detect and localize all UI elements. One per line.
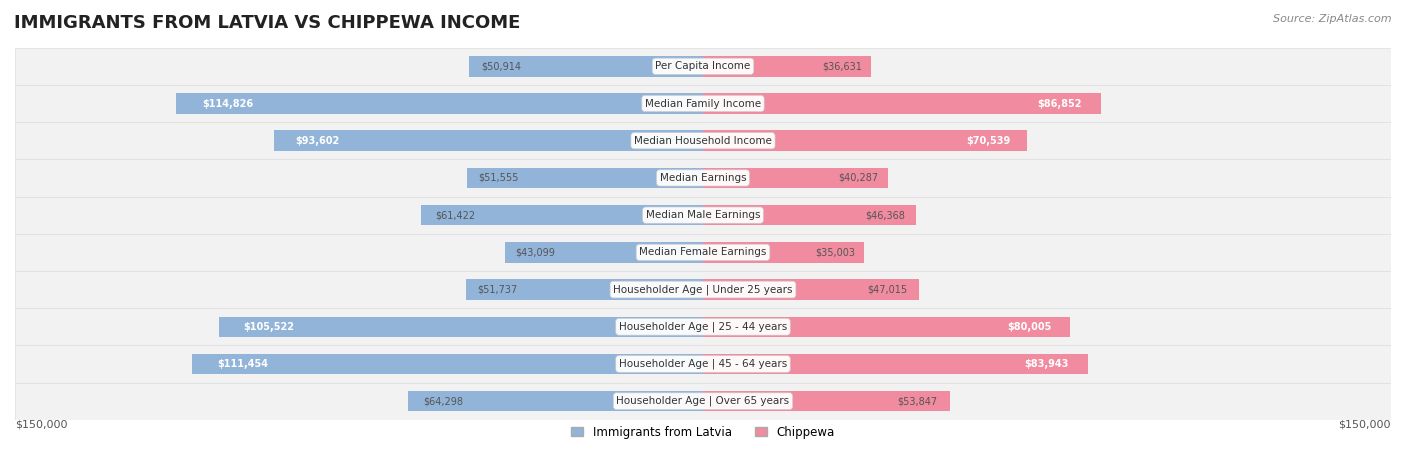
- Bar: [15, 197, 1391, 234]
- Bar: [176, 93, 703, 114]
- Text: Householder Age | Under 25 years: Householder Age | Under 25 years: [613, 284, 793, 295]
- Bar: [703, 279, 918, 300]
- Bar: [274, 130, 703, 151]
- Bar: [703, 391, 950, 411]
- Text: Householder Age | 25 - 44 years: Householder Age | 25 - 44 years: [619, 321, 787, 332]
- Bar: [219, 317, 703, 337]
- Text: Per Capita Income: Per Capita Income: [655, 61, 751, 71]
- Text: $61,422: $61,422: [436, 210, 475, 220]
- Text: Median Family Income: Median Family Income: [645, 99, 761, 108]
- Text: $105,522: $105,522: [243, 322, 294, 332]
- Bar: [703, 354, 1088, 374]
- Text: $47,015: $47,015: [868, 284, 908, 295]
- Bar: [703, 205, 915, 226]
- Text: Median Male Earnings: Median Male Earnings: [645, 210, 761, 220]
- Text: $43,099: $43,099: [515, 248, 555, 257]
- Text: $111,454: $111,454: [218, 359, 269, 369]
- Bar: [703, 56, 870, 77]
- Text: Source: ZipAtlas.com: Source: ZipAtlas.com: [1274, 14, 1392, 24]
- Text: $86,852: $86,852: [1038, 99, 1081, 108]
- Bar: [465, 279, 703, 300]
- Text: $70,539: $70,539: [966, 136, 1011, 146]
- Text: $35,003: $35,003: [815, 248, 855, 257]
- Bar: [703, 130, 1026, 151]
- Text: Median Female Earnings: Median Female Earnings: [640, 248, 766, 257]
- Text: $51,555: $51,555: [478, 173, 519, 183]
- Bar: [15, 382, 1391, 420]
- Bar: [470, 56, 703, 77]
- Bar: [703, 242, 863, 262]
- Bar: [15, 85, 1391, 122]
- Bar: [191, 354, 703, 374]
- Bar: [467, 168, 703, 188]
- Bar: [703, 317, 1070, 337]
- Bar: [15, 159, 1391, 197]
- Text: Householder Age | 45 - 64 years: Householder Age | 45 - 64 years: [619, 359, 787, 369]
- Bar: [703, 168, 887, 188]
- Bar: [15, 271, 1391, 308]
- Text: Householder Age | Over 65 years: Householder Age | Over 65 years: [616, 396, 790, 406]
- Bar: [408, 391, 703, 411]
- Text: $93,602: $93,602: [295, 136, 339, 146]
- Bar: [15, 308, 1391, 346]
- Text: Median Household Income: Median Household Income: [634, 136, 772, 146]
- Bar: [15, 234, 1391, 271]
- Text: $83,943: $83,943: [1025, 359, 1069, 369]
- Bar: [505, 242, 703, 262]
- Text: $50,914: $50,914: [481, 61, 522, 71]
- Text: $40,287: $40,287: [838, 173, 879, 183]
- Legend: Immigrants from Latvia, Chippewa: Immigrants from Latvia, Chippewa: [567, 421, 839, 444]
- Bar: [15, 122, 1391, 159]
- Text: $150,000: $150,000: [15, 420, 67, 430]
- Text: IMMIGRANTS FROM LATVIA VS CHIPPEWA INCOME: IMMIGRANTS FROM LATVIA VS CHIPPEWA INCOM…: [14, 14, 520, 32]
- Bar: [15, 346, 1391, 382]
- Text: $64,298: $64,298: [423, 396, 463, 406]
- Text: $36,631: $36,631: [823, 61, 863, 71]
- Bar: [703, 93, 1101, 114]
- Text: $53,847: $53,847: [897, 396, 938, 406]
- Text: Median Earnings: Median Earnings: [659, 173, 747, 183]
- Text: $114,826: $114,826: [202, 99, 254, 108]
- Text: $80,005: $80,005: [1007, 322, 1052, 332]
- Bar: [15, 48, 1391, 85]
- Text: $150,000: $150,000: [1339, 420, 1391, 430]
- Text: $46,368: $46,368: [865, 210, 905, 220]
- Text: $51,737: $51,737: [478, 284, 517, 295]
- Bar: [422, 205, 703, 226]
